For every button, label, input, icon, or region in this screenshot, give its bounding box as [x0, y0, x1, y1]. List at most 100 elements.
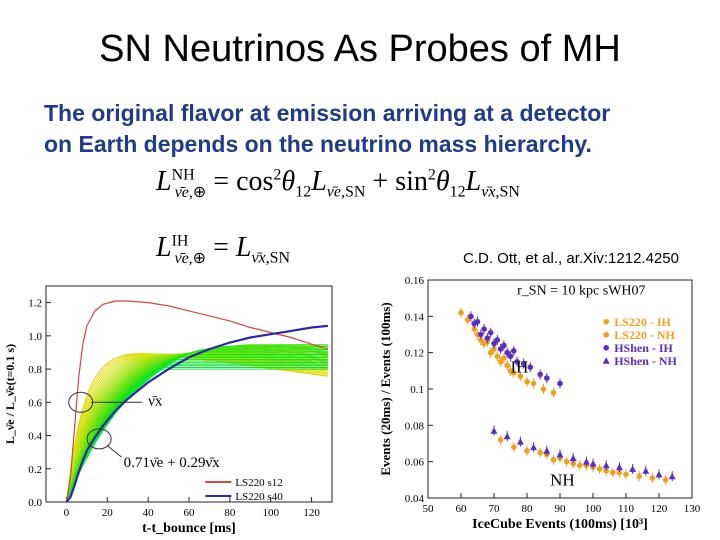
y-tick-label: 0.8: [28, 364, 42, 376]
data-point: [497, 358, 504, 365]
citation: C.D. Ott, et al., ar.Xiv:1212.4250: [463, 250, 679, 267]
y-tick-label: 0.2: [28, 464, 42, 476]
data-point: [481, 326, 487, 332]
x-tick-label: 120: [651, 503, 668, 515]
data-point: [516, 438, 524, 445]
luminosity-plot-area: 0 20 40 60 80 100 120 0.0 0.2 0.4 0.6 0.8 1.0 1.2 t-t_…: [3, 285, 333, 536]
x-tick-label: 110: [618, 503, 635, 515]
data-point: [537, 449, 543, 456]
x-tick-label: 80: [224, 507, 236, 519]
data-point: [497, 437, 504, 443]
data-point: [610, 469, 616, 476]
annotation-arrow: [106, 445, 122, 458]
data-point: [511, 369, 517, 376]
data-point: [569, 454, 577, 462]
y-tick-label: 0.0: [28, 497, 42, 509]
data-point: [544, 375, 550, 381]
data-point: [642, 467, 650, 474]
subtitle-line-2: on Earth depends on the neutrino mass hi…: [44, 131, 592, 157]
data-point: [629, 465, 637, 472]
data-point: [557, 380, 563, 387]
data-point: [537, 371, 543, 378]
data-point: [655, 470, 663, 478]
slide-subtitle: The original flavor at emission arriving…: [44, 98, 704, 160]
data-point: [527, 364, 534, 370]
data-point: [520, 360, 527, 367]
x-tick-label: 130: [684, 503, 701, 515]
x-tick-label: 40: [143, 507, 155, 519]
data-point: [524, 378, 530, 385]
model-curve: [65, 368, 328, 502]
data-point: [487, 349, 494, 356]
data-point: [464, 317, 471, 323]
annotation-ellipse: [86, 428, 112, 450]
data-point: [636, 473, 642, 479]
y-tick-label: 0.16: [405, 275, 425, 287]
luminosity-chart: 0 20 40 60 80 100 120 0.0 0.2 0.4 0.6 0.8 1.0 1.2 t-t_…: [3, 285, 333, 536]
equation-ih-label: IH: [171, 232, 189, 250]
legend-marker: [603, 331, 609, 338]
x-axis-label: t-t_bounce [ms]: [142, 521, 236, 536]
data-point: [543, 447, 551, 454]
legend-label: HShen - NH: [614, 354, 677, 368]
data-point: [511, 348, 517, 354]
y-tick-label: 0.4: [28, 431, 42, 443]
y-tick-label: 1.0: [28, 331, 42, 343]
y-axis-label: L_ν̄e / L_ν̄e(t=0.1 s): [3, 344, 17, 444]
data-point: [649, 475, 656, 481]
data-point: [603, 467, 609, 474]
data-point: [582, 458, 590, 465]
data-point: [540, 386, 547, 392]
legend-label: LS220 - IH: [614, 315, 671, 329]
x-tick-label: 20: [102, 507, 114, 519]
y-tick-label: 0.06: [405, 457, 425, 469]
data-point: [504, 349, 510, 356]
y-tick-label: 0.12: [405, 348, 424, 360]
data-point: [589, 459, 597, 467]
model-curve: [65, 353, 328, 502]
data-point: [458, 309, 464, 316]
model-curve: [65, 357, 328, 502]
data-point: [497, 346, 504, 352]
y-tick-label: 0.14: [405, 311, 425, 323]
data-point: [517, 373, 524, 380]
data-point: [504, 362, 510, 369]
data-point: [501, 355, 507, 361]
x-tick-label: 80: [522, 503, 534, 515]
data-point: [530, 443, 538, 451]
data-point: [570, 460, 576, 467]
plot-frame: [427, 279, 693, 499]
data-point: [487, 329, 494, 336]
data-point: [468, 313, 474, 320]
series-line-ls220-s12: [65, 300, 329, 503]
legend-marker: [603, 318, 609, 325]
x-tick-label: 70: [489, 503, 501, 515]
model-curve: [65, 355, 328, 502]
annotation-label: NH: [550, 470, 575, 489]
data-point: [615, 463, 623, 471]
x-tick-label: 0: [64, 507, 70, 519]
x-tick-label: 60: [456, 503, 468, 515]
legend-label: LS220 s40: [235, 491, 283, 503]
data-point: [524, 447, 530, 454]
legend-label: LS220 - NH: [614, 328, 675, 342]
data-point: [530, 380, 537, 387]
legend-marker: [603, 344, 609, 351]
x-tick-label: 50: [423, 503, 435, 515]
event-ratio-plot-area: 50 60 70 80 90 100 110 120 130 0.04 0.06 0.08 0.1 0.1…: [378, 275, 701, 532]
model-curve: [65, 350, 328, 502]
x-tick-label: 100: [262, 507, 279, 519]
data-point: [550, 457, 557, 463]
y-tick-label: 1.2: [28, 298, 42, 310]
data-point: [491, 346, 497, 352]
data-point: [494, 337, 501, 343]
data-point: [484, 335, 491, 341]
data-point: [596, 466, 603, 472]
equation-nh: LNHν̄e,⊕ = cos2θ12Lν̄e,SN + sin2θ12Lν̄x,…: [156, 166, 520, 201]
data-point: [494, 353, 501, 360]
y-tick-label: 0.04: [405, 493, 425, 505]
legend-label: HShen - IH: [614, 341, 673, 355]
data-point: [556, 450, 564, 458]
x-tick-label: 120: [303, 507, 320, 519]
series-line-ls220-s40: [65, 324, 329, 503]
